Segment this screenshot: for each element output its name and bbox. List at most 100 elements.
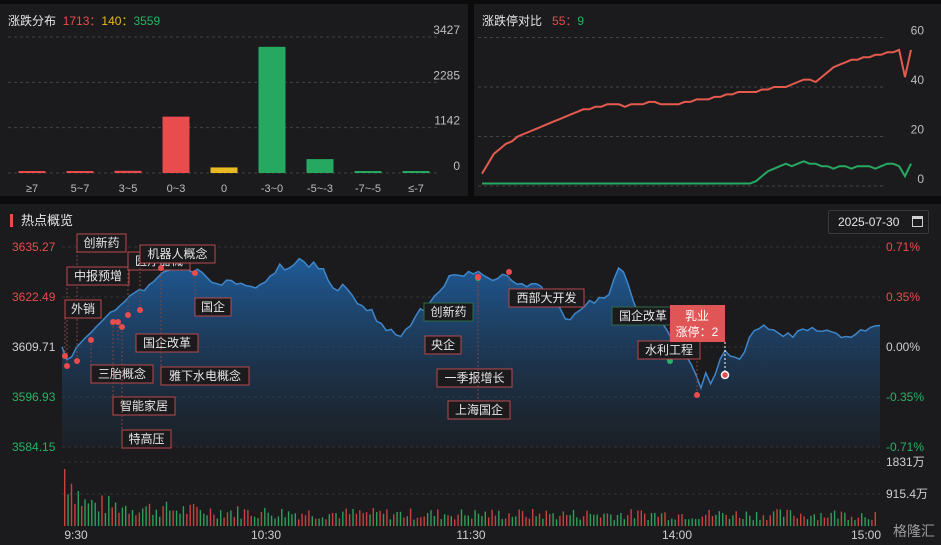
tag-box — [447, 400, 511, 420]
y-tick-label: 20 — [911, 123, 925, 137]
volume-bar — [284, 517, 286, 526]
volume-bar — [196, 506, 198, 526]
y-right-tick: 0.00% — [886, 340, 920, 354]
tag-box — [121, 429, 172, 449]
volume-bar — [630, 509, 632, 526]
volume-bar — [233, 517, 235, 526]
volume-bar — [488, 517, 490, 526]
volume-bar — [111, 507, 113, 526]
volume-bar — [359, 510, 361, 526]
volume-bar — [549, 514, 551, 526]
up-count: 1713 — [62, 14, 90, 28]
volume-bar — [179, 513, 181, 526]
x-tick-label: ≤-7 — [408, 183, 424, 195]
volume-bar — [240, 518, 242, 526]
volume-bar — [114, 502, 117, 526]
tag-label: 智能家居 — [120, 398, 168, 413]
volume-bar — [311, 516, 313, 526]
volume-bar — [664, 512, 666, 526]
volume-bar — [87, 503, 90, 526]
volume-bar — [264, 507, 266, 526]
volume-bar — [328, 514, 330, 526]
volume-bar — [94, 502, 96, 526]
date-picker[interactable]: 2025-07-30 — [828, 210, 929, 234]
volume-bar — [569, 515, 571, 526]
volume-bar — [620, 513, 622, 526]
distribution-bar-chart: 3427 2285 1142 0 ≥7 5~7 3~5 0~3 0 -3~0 -5~-3 -7~-5 ≤… — [8, 23, 460, 195]
tag-box — [66, 266, 130, 286]
volume-bar — [755, 511, 758, 526]
tag-dot — [119, 324, 125, 330]
volume-bar — [728, 519, 731, 526]
volume-bar — [674, 519, 676, 526]
volume-bar — [67, 494, 69, 526]
volume-bar — [796, 518, 798, 526]
volume-bar — [403, 517, 405, 526]
volume-bar — [74, 503, 76, 526]
volume-bar — [162, 506, 164, 526]
volume-bar — [267, 512, 269, 526]
tag-label: 创新药 — [430, 304, 466, 319]
tag-label: 三胎概念 — [98, 366, 146, 381]
volume-bar — [847, 520, 849, 526]
volume-bar — [830, 512, 832, 526]
volume-bar — [81, 505, 83, 526]
volume-bar — [253, 516, 256, 526]
limit-line-chart: 60 40 20 0 — [478, 24, 925, 187]
volume-bar — [172, 510, 174, 526]
volume-bar — [64, 469, 66, 526]
bar — [162, 116, 190, 173]
volume-bar — [77, 491, 79, 526]
y-tick-label: 0 — [917, 172, 924, 186]
volume-bar — [118, 512, 120, 526]
tag-label: 机器人概念 — [147, 246, 207, 261]
volume-bar — [97, 511, 100, 526]
x-tick-label: 9:30 — [64, 528, 88, 542]
volume-bar — [579, 519, 581, 526]
volume-bar — [454, 519, 456, 526]
volume-bar — [260, 511, 263, 526]
volume-bar — [159, 516, 161, 526]
volume-bar — [681, 514, 683, 526]
volume-bar — [640, 510, 642, 526]
y-tick-label: 40 — [911, 73, 925, 87]
bar — [258, 46, 286, 174]
distribution-title: 涨跌分布 1713：140：3559 — [8, 14, 161, 28]
volume-bar — [545, 510, 547, 526]
volume-bar — [315, 518, 317, 526]
volume-bar — [169, 510, 171, 526]
volume-bar — [291, 514, 293, 526]
tag-dot — [694, 392, 700, 398]
volume-bar — [379, 510, 381, 526]
volume-bar — [677, 514, 680, 526]
volume-bar — [104, 513, 107, 526]
volume-bar — [409, 508, 412, 526]
volume-bar — [426, 512, 429, 526]
tag-dot — [192, 270, 198, 276]
x-tick-label: ≥7 — [26, 183, 38, 195]
volume-bar — [789, 510, 792, 526]
date-value: 2025-07-30 — [838, 215, 900, 229]
volume-bar — [738, 517, 741, 526]
volume-bar — [152, 514, 154, 526]
tag-label: 央企 — [431, 337, 455, 352]
volume-bar — [281, 509, 283, 526]
limit-down-count: 9 — [577, 14, 585, 28]
volume-bar — [484, 511, 486, 526]
volume-bar — [345, 508, 347, 526]
volume-bar — [691, 518, 693, 526]
y-right-tick: 0.71% — [886, 240, 920, 254]
volume-bar — [342, 511, 344, 526]
tag-box — [436, 368, 513, 388]
volume-bar — [616, 514, 619, 526]
volume-bar — [437, 509, 439, 526]
tag-dot — [115, 319, 121, 325]
calendar-icon[interactable] — [912, 216, 923, 227]
hot-title: 热点概览 — [10, 214, 73, 227]
x-tick-label: 3~5 — [119, 183, 138, 195]
hot-area-chart[interactable]: 3635.27 0.71% 3622.49 0.35% 3609.71 0.00% 3596… — [0, 204, 941, 545]
volume-bar — [389, 519, 391, 526]
tag-dot — [506, 269, 512, 275]
tooltip-dot — [720, 370, 730, 380]
volume-bar — [440, 519, 442, 526]
